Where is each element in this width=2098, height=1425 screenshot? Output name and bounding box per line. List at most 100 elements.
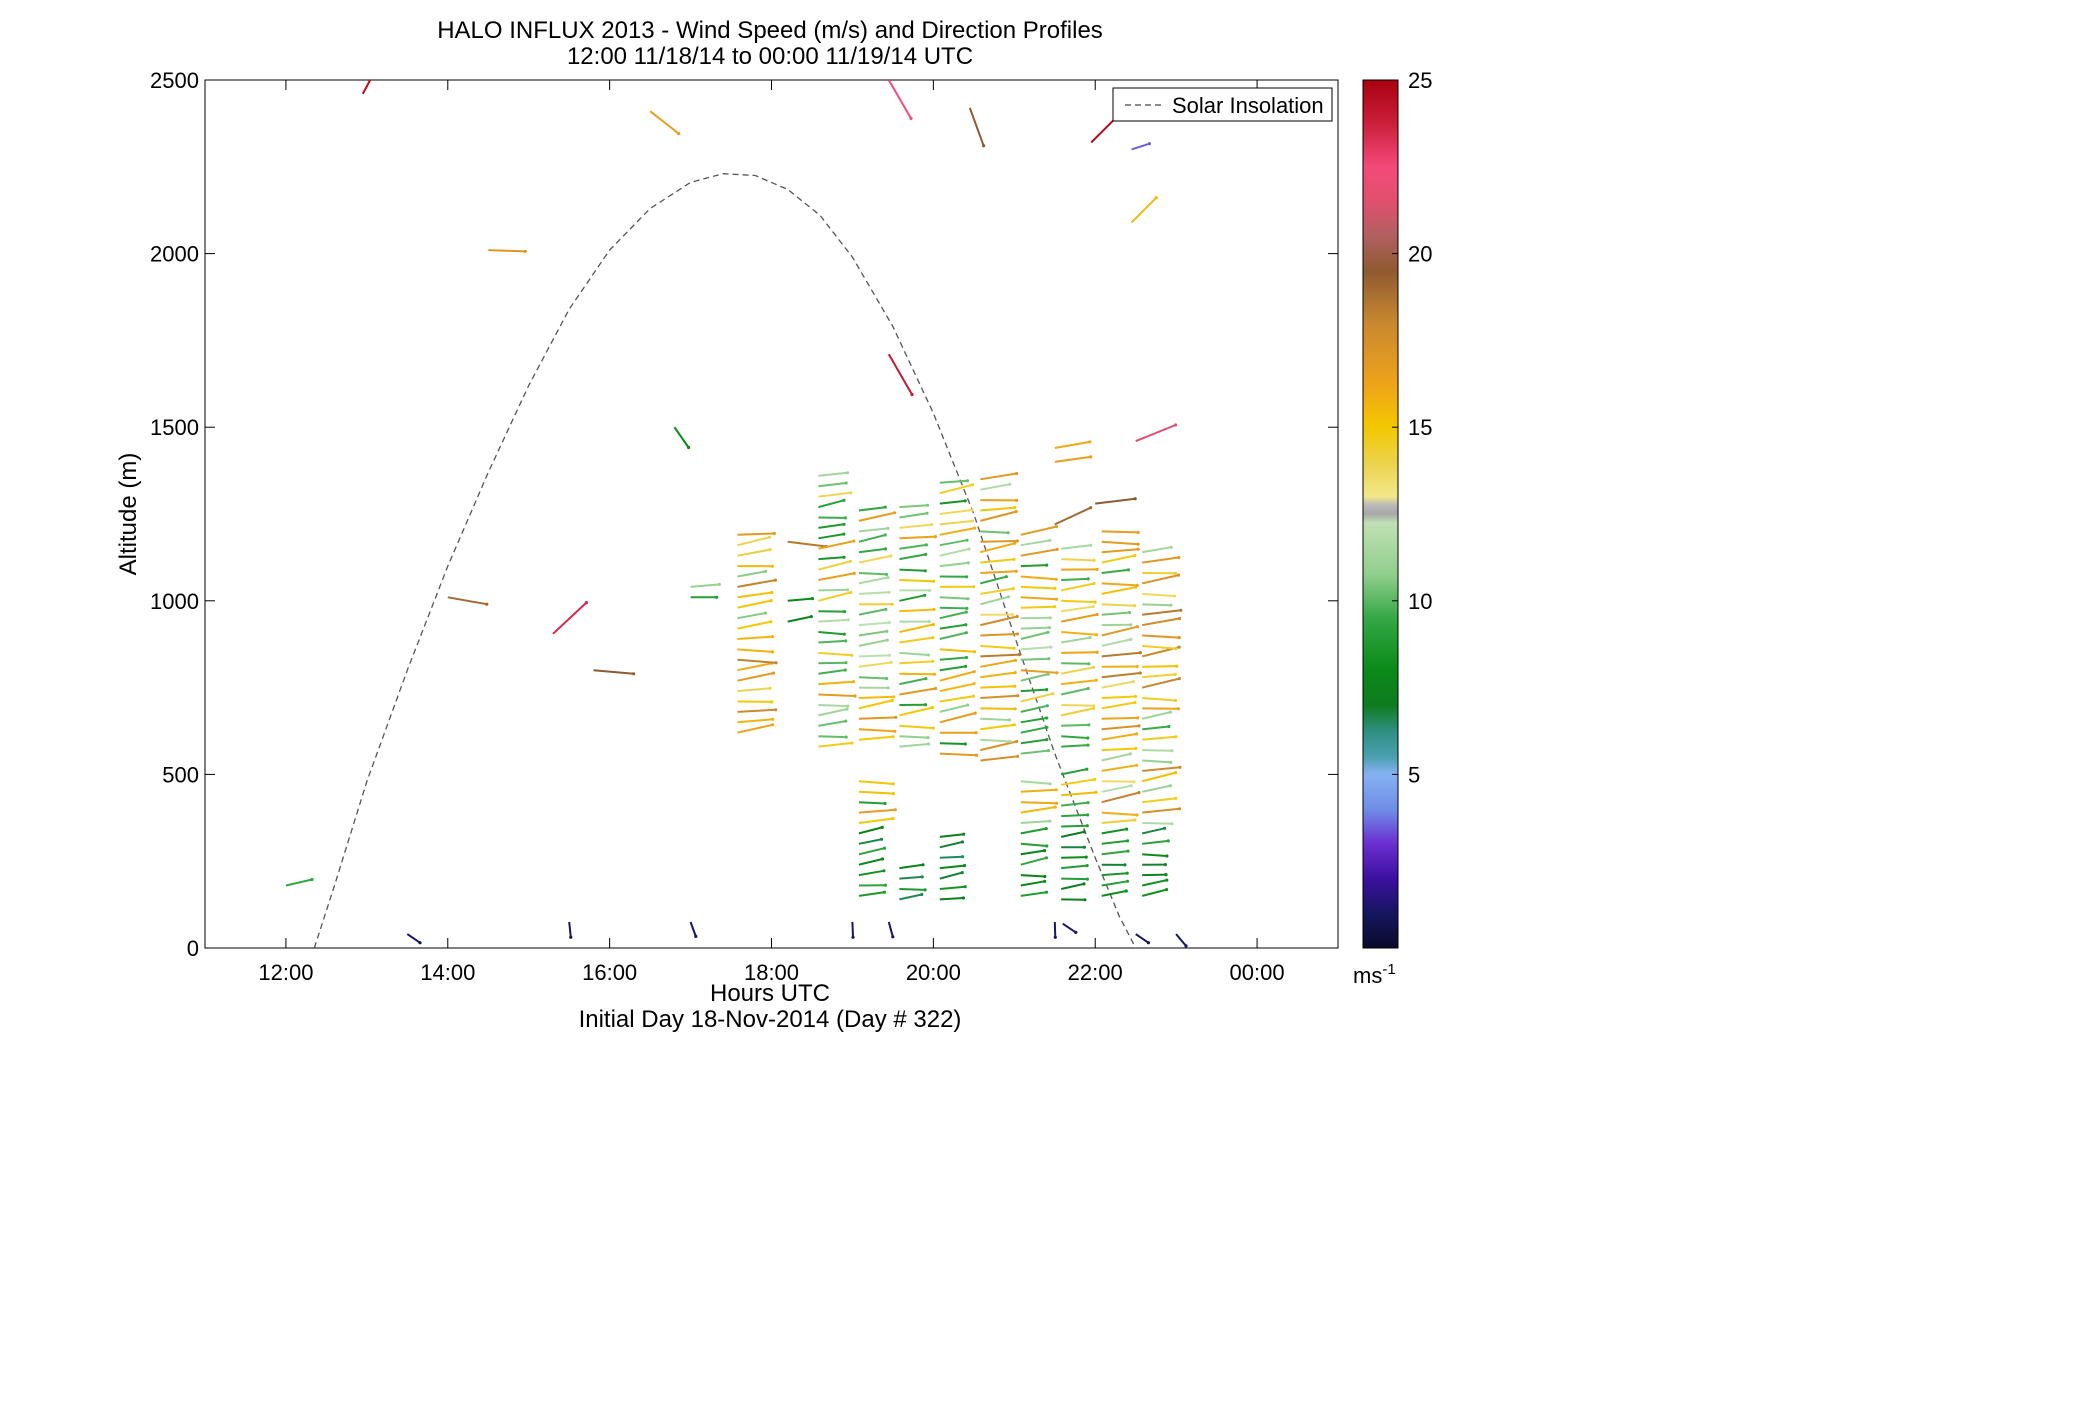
wind-vector-profile-143 — [939, 479, 970, 484]
wind-vector-profile-38 — [818, 555, 846, 561]
wind-vector-profile-28 — [818, 661, 848, 665]
wind-vector-profile-212 — [1060, 830, 1086, 838]
wind-vector-profile-107 — [899, 523, 934, 529]
wind-vector-profile-109 — [899, 503, 930, 509]
colorbar-tick-label: 20 — [1408, 242, 1432, 267]
wind-vector-profile-39 — [818, 539, 856, 550]
wind-vector-6 — [568, 921, 573, 939]
wind-vector-profile-94 — [899, 659, 935, 665]
wind-vector-profile-204 — [1020, 538, 1052, 547]
wind-vector-profile-163 — [980, 557, 1016, 564]
wind-vector-profile-68 — [858, 638, 889, 647]
wind-vector-profile-186 — [1020, 725, 1049, 734]
wind-vector-29 — [1130, 196, 1158, 224]
wind-vector-profile-189 — [1020, 692, 1055, 703]
wind-vector-profile-188 — [1020, 704, 1049, 713]
wind-vector-profile-53 — [858, 825, 884, 835]
wind-vector-profile-164 — [980, 541, 1017, 554]
wind-vector-profile-183 — [1020, 780, 1052, 786]
wind-vector-profile-104 — [899, 552, 928, 561]
wind-vector-profile-173 — [1020, 879, 1047, 887]
y-tick-label: 0 — [187, 936, 199, 961]
wind-vector-profile-1 — [737, 717, 775, 724]
wind-vector-8 — [649, 110, 681, 136]
wind-vector-profile-110 — [939, 896, 966, 901]
wind-vector-profile-210 — [1061, 855, 1088, 859]
wind-vector-profile-285 — [1141, 784, 1172, 793]
wind-vector-profile-159 — [980, 595, 1011, 606]
wind-vector-profile-102 — [899, 579, 936, 583]
wind-vector-16 — [787, 615, 813, 623]
wind-vector-profile-137 — [939, 538, 969, 547]
wind-vector-profile-130 — [939, 610, 968, 620]
wind-vector-profile-60 — [858, 728, 897, 733]
wind-vector-profile-203 — [1020, 547, 1059, 557]
wind-vector-profile-61 — [858, 715, 898, 720]
wind-vector-profile-256 — [1101, 716, 1140, 720]
legend: Solar Insolation — [1112, 87, 1333, 122]
wind-vector-profile-134 — [939, 575, 969, 579]
wind-vector-profile-112 — [939, 871, 964, 880]
wind-vector-profile-58 — [858, 780, 895, 786]
chart-subtitle: 12:00 11/18/14 to 00:00 11/19/14 UTC — [567, 43, 973, 70]
wind-vector-profile-225 — [1061, 678, 1098, 686]
wind-vector-profile-291 — [1142, 724, 1171, 731]
wind-vector-profile-166 — [980, 530, 1010, 535]
x-tick-label: 16:00 — [582, 960, 637, 985]
wind-vector-profile-196 — [1020, 626, 1052, 630]
wind-vector-profile-221 — [1061, 723, 1091, 727]
wind-vector-profile-11 — [737, 611, 768, 620]
wind-vector-profile-304 — [1142, 592, 1177, 598]
wind-vector-profile-223 — [1061, 704, 1096, 708]
wind-vector-profile-160 — [980, 587, 1015, 595]
wind-vector-profile-35 — [818, 588, 850, 592]
wind-vector-profile-288 — [1142, 759, 1173, 765]
wind-vector-profile-174 — [1020, 874, 1047, 879]
colorbar-tick-label: 15 — [1408, 415, 1432, 440]
wind-vector-profile-269 — [1101, 582, 1139, 588]
wind-vector-28 — [1095, 497, 1137, 505]
x-tick-label: 00:00 — [1230, 960, 1285, 985]
wind-vector-27 — [1062, 922, 1078, 935]
wind-vector-profile-123 — [939, 682, 976, 693]
wind-vector-profile-106 — [899, 535, 938, 540]
wind-vector-profile-267 — [1101, 603, 1137, 608]
wind-vector-profile-27 — [818, 668, 847, 675]
wind-vector-profile-150 — [980, 694, 1020, 699]
wind-vector-profile-125 — [939, 664, 968, 672]
wind-vector-profile-82 — [899, 892, 924, 901]
wind-vector-profile-59 — [858, 735, 895, 741]
wind-vector-profile-161 — [980, 575, 1008, 585]
wind-vector-profile-120 — [939, 711, 977, 724]
wind-vector-profile-32 — [818, 618, 850, 623]
wind-vector-profile-30 — [818, 639, 848, 644]
wind-vector-profile-280 — [1142, 839, 1170, 845]
wind-vector-30 — [1131, 142, 1151, 151]
wind-vector-3 — [447, 596, 489, 606]
y-axis-label: Altitude (m) — [115, 453, 142, 576]
wind-vector-profile-78 — [858, 533, 887, 543]
colorbar-ticks: 5 10 15 20 25 — [1392, 68, 1432, 787]
wind-vector-profile-70 — [858, 621, 891, 627]
wind-vector-profile-84 — [899, 875, 924, 880]
y-tick-label: 2500 — [150, 68, 199, 93]
wind-vector-profile-83 — [899, 888, 927, 892]
wind-vector-profile-249 — [1101, 784, 1133, 793]
wind-vector-22 — [1053, 921, 1057, 939]
wind-vector-profile-37 — [818, 559, 853, 571]
wind-vector-profile-55 — [858, 808, 897, 814]
wind-vector-profile-226 — [1061, 665, 1096, 675]
wind-vector-profile-126 — [939, 655, 969, 661]
wind-vector-profile-40 — [818, 532, 846, 540]
wind-vector-profile-135 — [939, 561, 970, 568]
wind-vector-profile-171 — [980, 471, 1019, 481]
wind-vector-profile-182 — [1020, 788, 1058, 793]
wind-vector-profile-154 — [980, 653, 1021, 658]
colorbar-unit-label: ms-1 — [1353, 961, 1396, 988]
wind-vector-profile-275 — [1141, 888, 1169, 897]
wind-vector-profile-26 — [818, 680, 856, 686]
y-tick-label: 1000 — [150, 589, 199, 614]
wind-vector-25 — [1054, 455, 1093, 463]
wind-vector-profile-136 — [939, 547, 971, 557]
